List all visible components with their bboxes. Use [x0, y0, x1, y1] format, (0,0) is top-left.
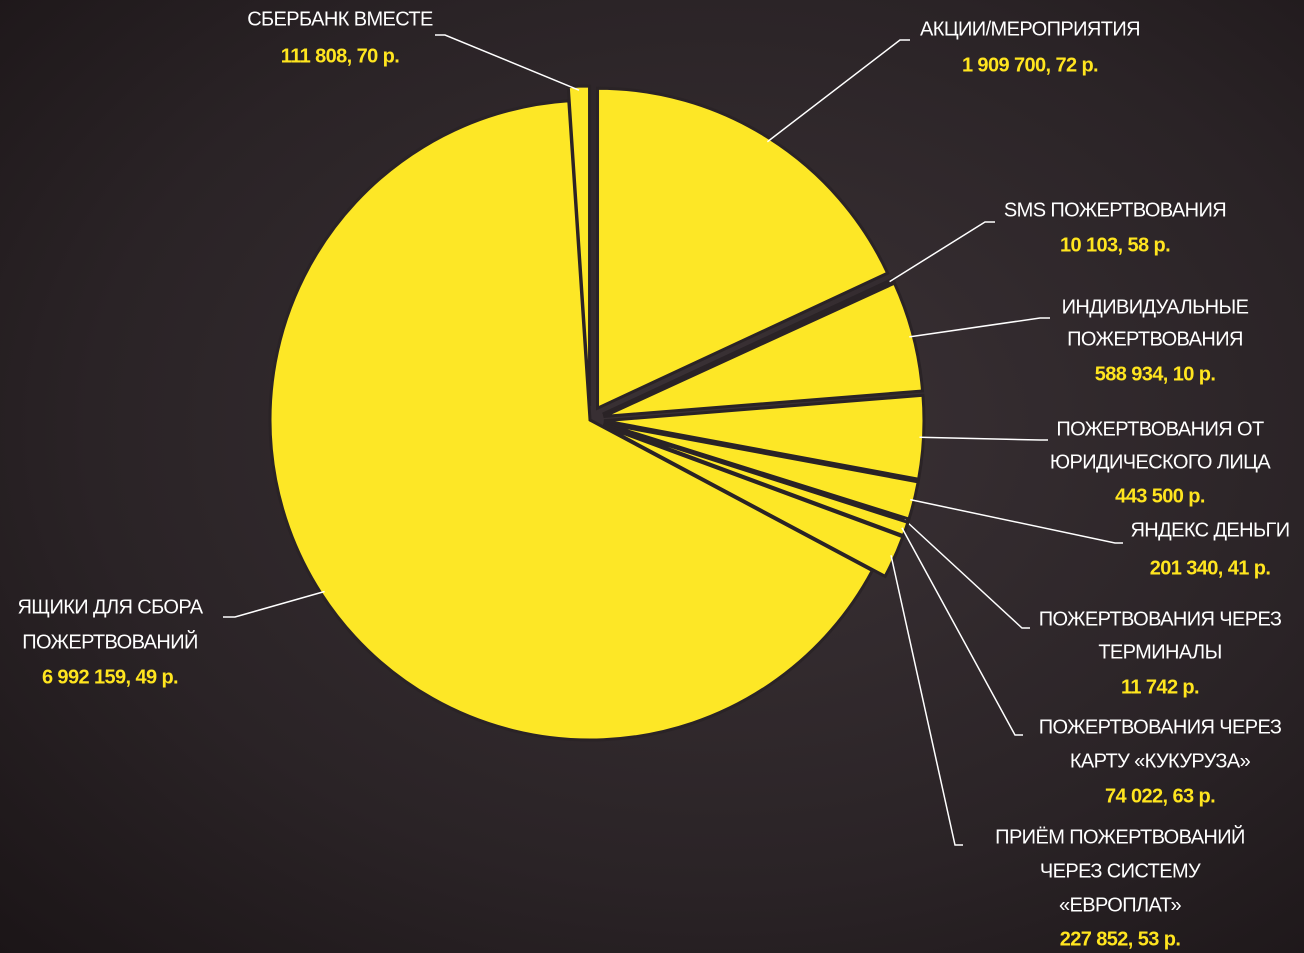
slice-label: СБЕРБАНК ВМЕСТЕ — [247, 8, 433, 30]
slice-label: ПОЖЕРТВОВАНИЯ ЧЕРЕЗ — [1039, 716, 1282, 738]
value-label: 443 500 р. — [1115, 485, 1205, 507]
leader-line — [919, 436, 1048, 441]
value-label: 111 808, 70 р. — [281, 45, 399, 67]
leader-line — [889, 221, 995, 283]
value-label: 588 934, 10 р. — [1095, 363, 1216, 385]
slice-label: SMS ПОЖЕРТВОВАНИЯ — [1004, 199, 1226, 221]
slice-label: ЧЕРЕЗ СИСТЕМУ — [1040, 860, 1201, 882]
leader-line — [901, 527, 1023, 736]
slice-label: ТЕРМИНАЛЫ — [1098, 641, 1221, 663]
value-label: 10 103, 58 р. — [1060, 234, 1170, 256]
leader-line — [890, 555, 963, 846]
value-label: 74 022, 63 р. — [1105, 785, 1215, 807]
value-label: 11 742 р. — [1121, 676, 1199, 698]
slice-label: ПОЖЕРТВОВАНИЯ — [1067, 328, 1243, 350]
slice-label: ИНДИВИДУАЛЬНЫЕ — [1062, 296, 1249, 318]
slice-label: ПРИЁМ ПОЖЕРТВОВАНИЙ — [995, 824, 1245, 848]
leader-line — [910, 498, 1123, 544]
slice-label: ЯЩИКИ ДЛЯ СБОРА — [17, 596, 203, 618]
value-label: 201 340, 41 р. — [1150, 557, 1271, 579]
value-label: 1 909 700, 72 р. — [962, 54, 1098, 76]
slice-label: ПОЖЕРТВОВАНИЙ — [22, 629, 198, 653]
pie-slice — [602, 424, 905, 579]
slice-label: ЮРИДИЧЕСКОГО ЛИЦА — [1050, 451, 1271, 473]
leader-line — [223, 590, 325, 618]
slice-label: ПОЖЕРТВОВАНИЯ ЧЕРЕЗ — [1039, 608, 1282, 630]
leader-line — [766, 39, 910, 143]
slice-label: ЯНДЕКС ДЕНЬГИ — [1130, 519, 1289, 541]
leader-line — [435, 34, 580, 91]
value-label: 227 852, 53 р. — [1060, 928, 1181, 950]
value-label: 6 992 159, 49 р. — [42, 666, 178, 688]
slice-label: «ЕВРОПЛАТ» — [1059, 894, 1181, 916]
pie-slice — [596, 86, 890, 411]
pie-slice — [268, 99, 875, 742]
slice-label: ПОЖЕРТВОВАНИЯ ОТ — [1056, 418, 1264, 440]
leader-line — [909, 317, 1050, 338]
slice-label: КАРТУ «КУКУРУЗА» — [1070, 750, 1251, 772]
slice-label: АКЦИИ/МЕРОПРИЯТИЯ — [920, 18, 1140, 40]
leader-line — [904, 519, 1030, 629]
